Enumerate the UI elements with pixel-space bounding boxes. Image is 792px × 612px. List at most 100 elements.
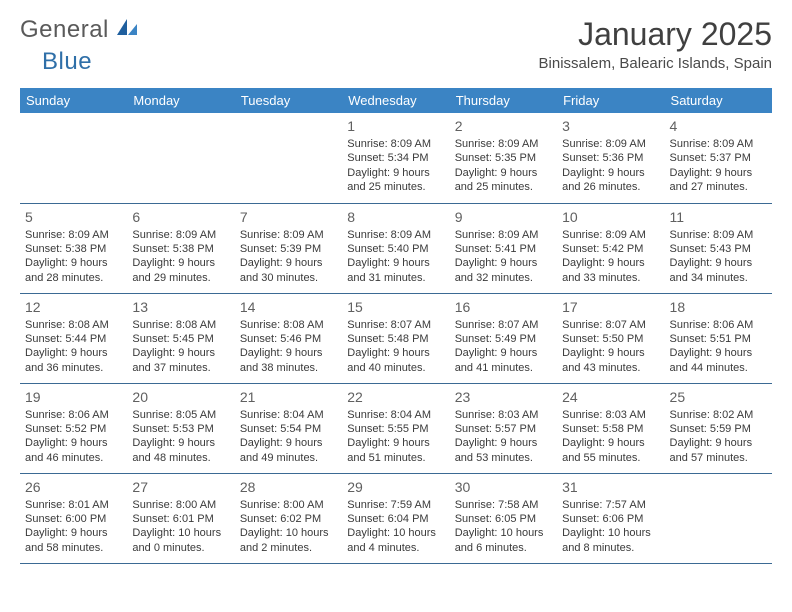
calendar-day-cell: 27Sunrise: 8:00 AMSunset: 6:01 PMDayligh… [127, 473, 234, 563]
calendar-day-cell: 21Sunrise: 8:04 AMSunset: 5:54 PMDayligh… [235, 383, 342, 473]
daylight-line-2: and 8 minutes. [562, 541, 659, 555]
day-number: 25 [670, 388, 767, 406]
sunset-line: Sunset: 5:41 PM [455, 242, 552, 256]
daylight-line-2: and 28 minutes. [25, 271, 122, 285]
calendar-week-row: 26Sunrise: 8:01 AMSunset: 6:00 PMDayligh… [20, 473, 772, 563]
day-number: 26 [25, 478, 122, 496]
sunrise-line: Sunrise: 8:08 AM [132, 318, 229, 332]
calendar-day-cell: 1Sunrise: 8:09 AMSunset: 5:34 PMDaylight… [342, 113, 449, 203]
calendar-week-row: 12Sunrise: 8:08 AMSunset: 5:44 PMDayligh… [20, 293, 772, 383]
calendar-day-cell: 15Sunrise: 8:07 AMSunset: 5:48 PMDayligh… [342, 293, 449, 383]
sunset-line: Sunset: 5:53 PM [132, 422, 229, 436]
sunrise-line: Sunrise: 8:09 AM [670, 228, 767, 242]
sunrise-line: Sunrise: 8:09 AM [562, 137, 659, 151]
daylight-line-2: and 58 minutes. [25, 541, 122, 555]
daylight-line-1: Daylight: 9 hours [240, 346, 337, 360]
calendar-day-cell: 6Sunrise: 8:09 AMSunset: 5:38 PMDaylight… [127, 203, 234, 293]
sunset-line: Sunset: 5:59 PM [670, 422, 767, 436]
sunrise-line: Sunrise: 8:03 AM [455, 408, 552, 422]
sunset-line: Sunset: 5:34 PM [347, 151, 444, 165]
calendar-empty-cell [665, 473, 772, 563]
sunset-line: Sunset: 5:38 PM [25, 242, 122, 256]
daylight-line-1: Daylight: 9 hours [455, 346, 552, 360]
daylight-line-2: and 48 minutes. [132, 451, 229, 465]
daylight-line-1: Daylight: 9 hours [670, 166, 767, 180]
sunset-line: Sunset: 5:50 PM [562, 332, 659, 346]
daylight-line-1: Daylight: 10 hours [562, 526, 659, 540]
calendar-day-cell: 25Sunrise: 8:02 AMSunset: 5:59 PMDayligh… [665, 383, 772, 473]
daylight-line-2: and 2 minutes. [240, 541, 337, 555]
weekday-header: Friday [557, 88, 664, 113]
sunrise-line: Sunrise: 8:09 AM [240, 228, 337, 242]
calendar-day-cell: 26Sunrise: 8:01 AMSunset: 6:00 PMDayligh… [20, 473, 127, 563]
day-number: 28 [240, 478, 337, 496]
daylight-line-2: and 55 minutes. [562, 451, 659, 465]
day-number: 11 [670, 208, 767, 226]
daylight-line-2: and 53 minutes. [455, 451, 552, 465]
sunset-line: Sunset: 6:06 PM [562, 512, 659, 526]
calendar-day-cell: 16Sunrise: 8:07 AMSunset: 5:49 PMDayligh… [450, 293, 557, 383]
day-number: 12 [25, 298, 122, 316]
sunrise-line: Sunrise: 8:09 AM [132, 228, 229, 242]
calendar-day-cell: 12Sunrise: 8:08 AMSunset: 5:44 PMDayligh… [20, 293, 127, 383]
daylight-line-1: Daylight: 9 hours [132, 346, 229, 360]
daylight-line-1: Daylight: 9 hours [240, 256, 337, 270]
daylight-line-1: Daylight: 9 hours [347, 256, 444, 270]
sunset-line: Sunset: 5:35 PM [455, 151, 552, 165]
daylight-line-1: Daylight: 9 hours [347, 346, 444, 360]
day-number: 10 [562, 208, 659, 226]
daylight-line-2: and 26 minutes. [562, 180, 659, 194]
day-number: 18 [670, 298, 767, 316]
calendar-day-cell: 30Sunrise: 7:58 AMSunset: 6:05 PMDayligh… [450, 473, 557, 563]
daylight-line-1: Daylight: 9 hours [670, 346, 767, 360]
daylight-line-2: and 6 minutes. [455, 541, 552, 555]
daylight-line-1: Daylight: 9 hours [455, 166, 552, 180]
sunrise-line: Sunrise: 7:58 AM [455, 498, 552, 512]
sunrise-line: Sunrise: 8:03 AM [562, 408, 659, 422]
sunset-line: Sunset: 5:54 PM [240, 422, 337, 436]
calendar-day-cell: 10Sunrise: 8:09 AMSunset: 5:42 PMDayligh… [557, 203, 664, 293]
daylight-line-2: and 31 minutes. [347, 271, 444, 285]
sunrise-line: Sunrise: 8:06 AM [25, 408, 122, 422]
daylight-line-2: and 33 minutes. [562, 271, 659, 285]
sunset-line: Sunset: 5:43 PM [670, 242, 767, 256]
sunrise-line: Sunrise: 8:09 AM [455, 228, 552, 242]
daylight-line-1: Daylight: 9 hours [562, 346, 659, 360]
sunset-line: Sunset: 6:05 PM [455, 512, 552, 526]
calendar-day-cell: 23Sunrise: 8:03 AMSunset: 5:57 PMDayligh… [450, 383, 557, 473]
sunrise-line: Sunrise: 7:57 AM [562, 498, 659, 512]
day-number: 4 [670, 117, 767, 135]
calendar-day-cell: 4Sunrise: 8:09 AMSunset: 5:37 PMDaylight… [665, 113, 772, 203]
sunset-line: Sunset: 5:39 PM [240, 242, 337, 256]
day-number: 23 [455, 388, 552, 406]
sunrise-line: Sunrise: 8:07 AM [562, 318, 659, 332]
daylight-line-1: Daylight: 9 hours [132, 256, 229, 270]
brand-logo: General [20, 16, 143, 44]
calendar-day-cell: 24Sunrise: 8:03 AMSunset: 5:58 PMDayligh… [557, 383, 664, 473]
sunset-line: Sunset: 6:02 PM [240, 512, 337, 526]
calendar-week-row: 19Sunrise: 8:06 AMSunset: 5:52 PMDayligh… [20, 383, 772, 473]
calendar-day-cell: 19Sunrise: 8:06 AMSunset: 5:52 PMDayligh… [20, 383, 127, 473]
sunrise-line: Sunrise: 8:06 AM [670, 318, 767, 332]
calendar-table: SundayMondayTuesdayWednesdayThursdayFrid… [20, 88, 772, 564]
daylight-line-2: and 25 minutes. [455, 180, 552, 194]
daylight-line-2: and 29 minutes. [132, 271, 229, 285]
calendar-day-cell: 20Sunrise: 8:05 AMSunset: 5:53 PMDayligh… [127, 383, 234, 473]
calendar-day-cell: 7 Sunrise: 8:09 AMSunset: 5:39 PMDaylight… [235, 203, 342, 293]
day-number: 19 [25, 388, 122, 406]
calendar-week-row: 1Sunrise: 8:09 AMSunset: 5:34 PMDaylight… [20, 113, 772, 203]
daylight-line-1: Daylight: 9 hours [670, 256, 767, 270]
day-number: 13 [132, 298, 229, 316]
calendar-day-cell: 17Sunrise: 8:07 AMSunset: 5:50 PMDayligh… [557, 293, 664, 383]
daylight-line-2: and 40 minutes. [347, 361, 444, 375]
day-number: 9 [455, 208, 552, 226]
day-number: 7 [240, 208, 337, 226]
calendar-day-cell: 13Sunrise: 8:08 AMSunset: 5:45 PMDayligh… [127, 293, 234, 383]
calendar-day-cell: 18Sunrise: 8:06 AMSunset: 5:51 PMDayligh… [665, 293, 772, 383]
weekday-header: Wednesday [342, 88, 449, 113]
day-number: 24 [562, 388, 659, 406]
daylight-line-1: Daylight: 9 hours [25, 346, 122, 360]
daylight-line-1: Daylight: 9 hours [455, 256, 552, 270]
calendar-day-cell: 29Sunrise: 7:59 AMSunset: 6:04 PMDayligh… [342, 473, 449, 563]
sunrise-line: Sunrise: 8:08 AM [25, 318, 122, 332]
